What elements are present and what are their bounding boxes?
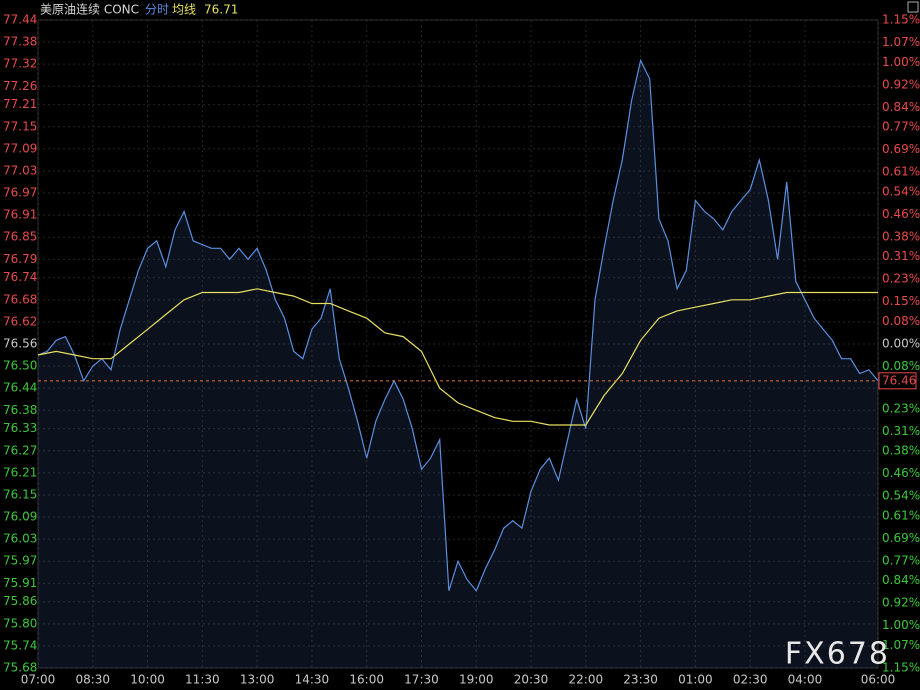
y2-tick-label: 0.69% bbox=[882, 531, 920, 545]
y-tick-label: 77.44 bbox=[3, 13, 37, 27]
y2-tick-label: 0.38% bbox=[882, 444, 920, 458]
y-tick-label: 77.15 bbox=[3, 119, 37, 133]
y2-tick-label: 0.08% bbox=[882, 314, 920, 328]
y2-tick-label: 0.15% bbox=[882, 294, 920, 308]
price-area bbox=[38, 60, 878, 668]
x-tick-label: 10:00 bbox=[130, 673, 165, 687]
y2-tick-label: 1.00% bbox=[882, 618, 920, 632]
y2-tick-label: 0.31% bbox=[882, 249, 920, 263]
y-tick-label: 76.97 bbox=[3, 186, 37, 200]
y2-tick-label: 0.77% bbox=[882, 120, 920, 134]
y-tick-label: 75.91 bbox=[3, 576, 37, 590]
y2-tick-label: 1.07% bbox=[882, 35, 920, 49]
y2-tick-label: 0.92% bbox=[882, 596, 920, 610]
y-tick-label: 77.38 bbox=[3, 35, 37, 49]
last-price-box bbox=[878, 372, 917, 390]
y-tick-label: 75.86 bbox=[3, 594, 37, 608]
y-tick-label: 76.15 bbox=[3, 487, 37, 501]
x-tick-label: 11:30 bbox=[185, 673, 220, 687]
y-tick-label: 76.68 bbox=[3, 292, 37, 306]
x-tick-label: 13:00 bbox=[240, 673, 275, 687]
y-tick-label: 76.03 bbox=[3, 532, 37, 546]
symbol: 美原油连续 CONC bbox=[40, 2, 139, 17]
x-tick-label: 06:00 bbox=[861, 673, 896, 687]
y2-tick-label: 0.54% bbox=[882, 184, 920, 198]
y-tick-label: 77.21 bbox=[3, 97, 37, 111]
y-tick-label: 75.80 bbox=[3, 616, 37, 630]
menu-icon[interactable] bbox=[907, 1, 919, 13]
y2-tick-label: 0.23% bbox=[882, 272, 920, 286]
x-tick-label: 14:30 bbox=[295, 673, 330, 687]
y2-tick-label: 0.00% bbox=[882, 337, 920, 351]
y2-tick-label: 0.31% bbox=[882, 424, 920, 438]
y-tick-label: 77.03 bbox=[3, 163, 37, 177]
y-tick-label: 77.09 bbox=[3, 141, 37, 155]
avg-label: 均线 bbox=[172, 3, 196, 17]
y2-tick-label: 0.23% bbox=[882, 401, 920, 415]
y2-tick-label: 0.69% bbox=[882, 142, 920, 156]
y2-tick-label: 0.92% bbox=[882, 77, 920, 91]
y2-tick-label: 1.00% bbox=[882, 55, 920, 69]
y-tick-label: 76.79 bbox=[3, 252, 37, 266]
y2-tick-label: 0.08% bbox=[882, 359, 920, 373]
y-tick-label: 75.97 bbox=[3, 554, 37, 568]
y2-tick-label: 1.15% bbox=[882, 13, 920, 27]
y2-tick-label: 0.84% bbox=[882, 100, 920, 114]
y2-tick-label: 1.15% bbox=[882, 661, 920, 675]
y-tick-label: 77.32 bbox=[3, 57, 37, 71]
x-tick-label: 20:30 bbox=[514, 673, 549, 687]
y-tick-label: 76.74 bbox=[3, 270, 37, 284]
x-tick-label: 02:30 bbox=[733, 673, 768, 687]
y-tick-label: 76.56 bbox=[3, 337, 37, 351]
x-tick-label: 16:00 bbox=[349, 673, 384, 687]
x-tick-label: 08:30 bbox=[75, 673, 110, 687]
x-tick-label: 22:00 bbox=[569, 673, 604, 687]
y2-tick-label: 0.46% bbox=[882, 207, 920, 221]
y2-tick-label: 0.61% bbox=[882, 165, 920, 179]
y-tick-label: 76.33 bbox=[3, 421, 37, 435]
y-tick-label: 76.27 bbox=[3, 443, 37, 457]
y-tick-label: 76.85 bbox=[3, 230, 37, 244]
y2-tick-label: 0.46% bbox=[882, 466, 920, 480]
x-tick-label: 23:30 bbox=[623, 673, 658, 687]
x-tick-label: 17:30 bbox=[404, 673, 439, 687]
y2-tick-label: 0.61% bbox=[882, 508, 920, 522]
y2-tick-label: 0.54% bbox=[882, 489, 920, 503]
y2-tick-label: 1.07% bbox=[882, 638, 920, 652]
y-tick-label: 75.74 bbox=[3, 638, 37, 652]
x-tick-label: 07:00 bbox=[21, 673, 56, 687]
watermark: FX678 bbox=[785, 637, 890, 672]
y-tick-label: 75.68 bbox=[3, 661, 37, 675]
y2-tick-label: 0.77% bbox=[882, 553, 920, 567]
last-price-label: 76.46 bbox=[882, 373, 916, 387]
y-tick-label: 77.26 bbox=[3, 79, 37, 93]
y-tick-label: 76.44 bbox=[3, 381, 37, 395]
x-tick-label: 19:00 bbox=[459, 673, 494, 687]
x-tick-label: 01:00 bbox=[678, 673, 713, 687]
y-tick-label: 76.38 bbox=[3, 403, 37, 417]
y2-tick-label: 0.38% bbox=[882, 229, 920, 243]
y2-tick-label: 0.84% bbox=[882, 573, 920, 587]
x-tick-label: 04:00 bbox=[788, 673, 823, 687]
y-tick-label: 76.62 bbox=[3, 314, 37, 328]
y-tick-label: 76.50 bbox=[3, 359, 37, 373]
avg-value: 76.71 bbox=[204, 3, 238, 17]
y-tick-label: 76.09 bbox=[3, 510, 37, 524]
price-line bbox=[37, 58, 879, 592]
mode-label: 分时 bbox=[145, 3, 169, 17]
average-line bbox=[37, 288, 878, 426]
y-tick-label: 76.21 bbox=[3, 465, 37, 479]
y-tick-label: 76.91 bbox=[3, 208, 37, 222]
